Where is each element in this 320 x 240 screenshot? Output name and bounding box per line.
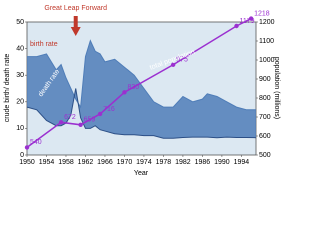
population-label: 716 bbox=[103, 106, 115, 113]
population-point bbox=[24, 145, 30, 150]
y2-tick-label: 1100 bbox=[259, 38, 274, 45]
y-axis-title: crude birth/ death rate bbox=[4, 54, 11, 123]
y2-tick-label: 900 bbox=[259, 76, 271, 83]
y2-tick-label: 1000 bbox=[259, 57, 275, 64]
y2-axis-title: population (millions) bbox=[273, 57, 280, 119]
y-tick-label: 20 bbox=[16, 99, 24, 106]
x-tick-label: 1974 bbox=[136, 159, 152, 166]
x-tick-label: 1982 bbox=[175, 159, 191, 166]
series-label: birth rate bbox=[30, 41, 58, 48]
y2-tick-label: 500 bbox=[259, 152, 271, 159]
y-tick-label: 30 bbox=[16, 72, 24, 79]
rate-gap-area bbox=[27, 40, 256, 139]
population-point bbox=[248, 16, 254, 21]
y2-tick-label: 1200 bbox=[259, 19, 275, 26]
y-tick-label: 50 bbox=[16, 19, 24, 26]
population-point bbox=[97, 111, 103, 117]
annotation-arrow bbox=[70, 16, 81, 36]
y2-tick-label: 800 bbox=[259, 95, 271, 102]
population-label: 975 bbox=[176, 57, 188, 64]
population-label: 540 bbox=[30, 139, 42, 146]
x-tick-label: 1958 bbox=[58, 159, 74, 166]
population-label: 1218 bbox=[254, 10, 270, 17]
x-tick-label: 1950 bbox=[19, 159, 35, 166]
annotation-text: Great Leap Forward bbox=[44, 5, 107, 12]
population-label: 830 bbox=[127, 84, 139, 91]
y-tick-label: 0 bbox=[20, 152, 24, 159]
x-tick-label: 1970 bbox=[117, 159, 133, 166]
population-point bbox=[78, 122, 83, 127]
rate-line bbox=[27, 39, 256, 111]
x-tick-label: 1978 bbox=[156, 159, 172, 166]
population-point bbox=[58, 120, 64, 125]
x-tick-label: 1986 bbox=[195, 159, 211, 166]
y2-tick-label: 600 bbox=[259, 133, 271, 140]
x-tick-label: 1990 bbox=[214, 159, 230, 166]
population-label: 659 bbox=[84, 117, 96, 124]
population-label: 672 bbox=[64, 114, 76, 121]
y-tick-label: 40 bbox=[16, 45, 24, 52]
population-point bbox=[170, 62, 176, 67]
y-tick-label: 10 bbox=[16, 125, 24, 132]
chart: crude birth/ death rate population (mill… bbox=[4, 5, 280, 177]
y2-tick-label: 700 bbox=[259, 114, 271, 121]
x-tick-label: 1994 bbox=[234, 159, 250, 166]
x-tick-label: 1954 bbox=[39, 159, 55, 166]
population-point bbox=[122, 90, 127, 95]
population-point bbox=[234, 23, 239, 29]
population-label: 1179 bbox=[240, 18, 255, 25]
x-tick-label: 1962 bbox=[78, 159, 94, 166]
population-line bbox=[26, 17, 252, 149]
x-axis-title: Year bbox=[134, 170, 149, 177]
x-tick-label: 1966 bbox=[97, 159, 113, 166]
